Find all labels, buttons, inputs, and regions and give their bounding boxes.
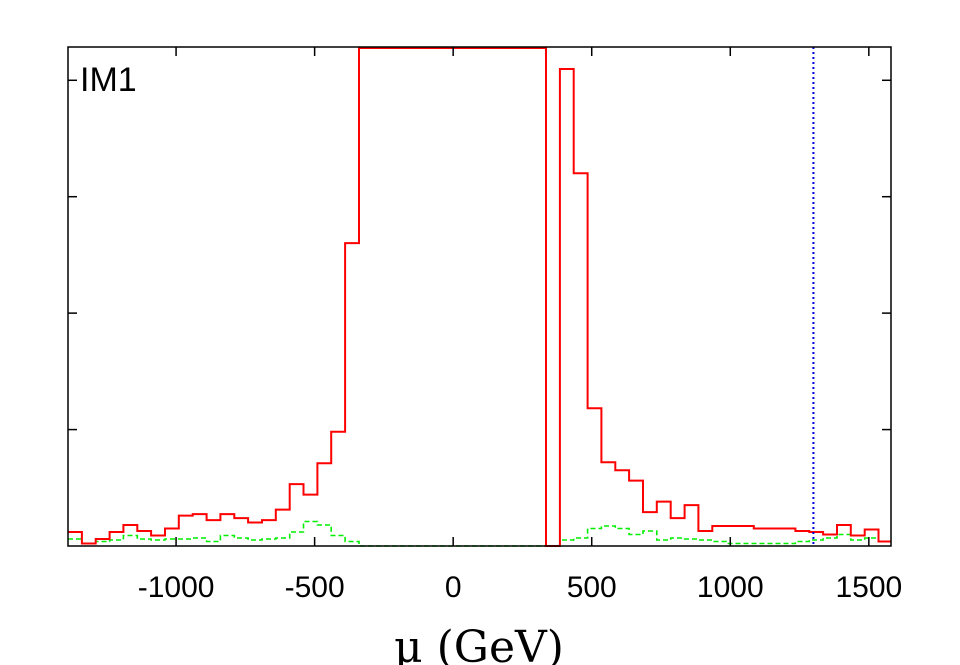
series-line-1 — [68, 520, 891, 547]
x-axis-label: μ (GeV) — [394, 622, 564, 665]
x-axis-ticks: -1000 -500 0 500 1000 1500 — [138, 47, 902, 604]
panel-label: IM1 — [80, 61, 137, 99]
x-tick-label-0: -1000 — [138, 571, 215, 604]
plot-area — [68, 47, 891, 547]
x-tick-label-3: 500 — [567, 571, 617, 604]
x-tick-label-5: 1500 — [835, 571, 902, 604]
y-axis-ticks — [68, 79, 891, 431]
series-line-0 — [68, 47, 891, 547]
plot-frame — [67, 46, 892, 547]
x-tick-label-1: -500 — [285, 571, 345, 604]
x-tick-label-4: 1000 — [697, 571, 764, 604]
x-tick-label-2: 0 — [445, 571, 462, 604]
